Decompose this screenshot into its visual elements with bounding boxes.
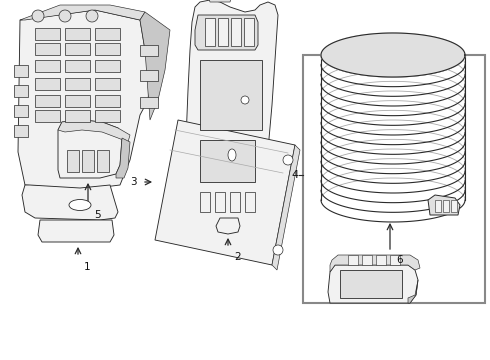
Polygon shape	[18, 10, 150, 190]
Bar	[35, 60, 60, 72]
Text: 2: 2	[234, 252, 241, 262]
Circle shape	[273, 245, 283, 255]
Bar	[65, 43, 90, 55]
Bar	[14, 125, 28, 137]
Bar	[303, 55, 485, 303]
Text: 1: 1	[84, 262, 91, 272]
Text: 4: 4	[291, 170, 298, 180]
Polygon shape	[330, 255, 420, 272]
Bar	[140, 70, 158, 81]
Bar	[376, 255, 386, 265]
Bar	[35, 95, 60, 107]
Circle shape	[32, 10, 44, 22]
Polygon shape	[116, 138, 130, 178]
Bar	[35, 28, 60, 40]
Ellipse shape	[228, 149, 236, 161]
Text: 3: 3	[130, 177, 137, 187]
Bar	[67, 150, 79, 172]
Polygon shape	[155, 120, 295, 265]
Bar	[215, 192, 225, 212]
Circle shape	[241, 96, 249, 104]
Bar	[65, 60, 90, 72]
Circle shape	[86, 10, 98, 22]
Circle shape	[59, 10, 71, 22]
Bar	[35, 43, 60, 55]
Bar	[14, 105, 28, 117]
Bar	[200, 192, 210, 212]
Bar	[443, 200, 449, 212]
Polygon shape	[272, 145, 300, 270]
Bar	[205, 18, 215, 46]
Polygon shape	[321, 33, 465, 77]
Bar	[231, 18, 241, 46]
Bar	[140, 45, 158, 56]
Polygon shape	[140, 12, 170, 120]
Bar	[95, 60, 120, 72]
Bar	[95, 110, 120, 122]
Bar	[435, 200, 441, 212]
Polygon shape	[20, 5, 145, 20]
Bar	[14, 85, 28, 97]
Bar	[35, 110, 60, 122]
Bar	[200, 60, 262, 130]
Bar	[218, 18, 228, 46]
Bar	[97, 150, 109, 172]
Text: 5: 5	[94, 210, 100, 220]
Polygon shape	[58, 120, 122, 178]
Bar	[340, 270, 402, 298]
Bar	[348, 255, 358, 265]
Polygon shape	[22, 185, 118, 220]
Bar	[244, 18, 254, 46]
Bar	[451, 200, 457, 212]
Bar	[140, 97, 158, 108]
Bar	[95, 78, 120, 90]
Bar	[245, 192, 255, 212]
Polygon shape	[216, 218, 240, 234]
Text: 6: 6	[396, 255, 403, 265]
Bar	[14, 65, 28, 77]
Bar	[230, 192, 240, 212]
Bar	[362, 255, 372, 265]
Bar	[200, 140, 255, 182]
Polygon shape	[186, 0, 278, 212]
Bar	[390, 255, 400, 265]
Bar	[95, 95, 120, 107]
Bar	[65, 28, 90, 40]
Bar	[95, 28, 120, 40]
Polygon shape	[58, 120, 130, 142]
Bar	[65, 95, 90, 107]
Bar	[82, 150, 94, 172]
Bar	[65, 110, 90, 122]
Ellipse shape	[69, 199, 91, 211]
Polygon shape	[208, 0, 232, 2]
Bar	[95, 43, 120, 55]
Circle shape	[283, 155, 293, 165]
Polygon shape	[195, 15, 258, 50]
Polygon shape	[38, 220, 114, 242]
Polygon shape	[428, 195, 460, 215]
Bar	[35, 78, 60, 90]
Polygon shape	[328, 265, 418, 303]
Bar	[65, 78, 90, 90]
Polygon shape	[408, 280, 418, 303]
